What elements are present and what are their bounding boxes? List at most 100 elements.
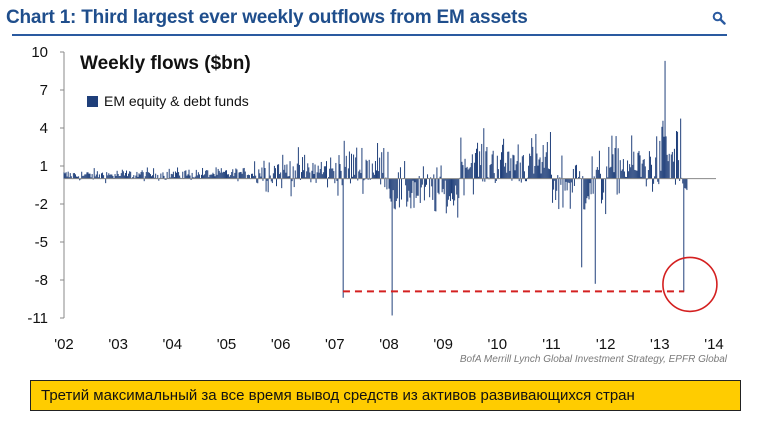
flow-bar (411, 178, 413, 193)
x-tick-label: '09 (433, 336, 453, 353)
flow-bar (212, 172, 214, 179)
flow-bar (489, 165, 491, 179)
flow-bar (103, 175, 105, 179)
flow-bar (415, 178, 417, 198)
flow-bar (313, 174, 315, 179)
flow-bar (373, 174, 375, 179)
flow-bar (66, 176, 68, 179)
flow-bar (213, 174, 215, 179)
flow-bar (534, 166, 536, 179)
flow-bar (240, 171, 242, 179)
flow-bar (157, 174, 159, 179)
legend-label: EM equity & debt funds (104, 93, 249, 109)
flow-bar (569, 178, 571, 209)
flow-bar (70, 176, 72, 179)
flow-bar (406, 178, 408, 207)
flow-bar (485, 151, 487, 179)
flow-bar (436, 167, 438, 179)
flow-bar (214, 176, 216, 179)
flow-bar (493, 173, 495, 179)
flow-bar (314, 164, 316, 179)
flow-bar (549, 132, 551, 179)
flow-bar (322, 172, 324, 179)
flow-bar (115, 176, 117, 179)
flow-bar (453, 178, 455, 206)
flow-bar (603, 178, 605, 193)
flow-bar (457, 178, 459, 218)
flow-bar (288, 176, 290, 179)
flow-bar (272, 173, 274, 179)
flow-bar (312, 162, 314, 179)
y-tick-label: 7 (40, 82, 48, 99)
flow-bar (393, 178, 395, 209)
flow-bar (201, 174, 202, 179)
flow-bar (597, 169, 599, 179)
flow-bar (640, 176, 642, 179)
flow-bar (410, 178, 412, 209)
flow-bar (189, 175, 191, 179)
flow-bar (442, 178, 444, 189)
flow-bar (308, 167, 310, 179)
flow-bar (77, 176, 79, 179)
flow-bar (482, 178, 484, 182)
flow-bar (90, 177, 92, 179)
flow-bar (535, 133, 537, 179)
flow-bar (584, 178, 586, 210)
flow-bar (435, 178, 437, 212)
flow-bar (133, 175, 135, 179)
flow-bar (287, 176, 289, 179)
flow-bar (152, 175, 154, 179)
magnifier-icon[interactable] (712, 11, 726, 25)
flow-bar (642, 159, 644, 179)
flow-bar (405, 178, 407, 186)
flow-bar (344, 166, 346, 179)
flow-bar (481, 143, 483, 179)
flow-bar (190, 178, 192, 180)
flow-bar (610, 166, 612, 179)
flow-bar (617, 148, 619, 179)
flow-bar (197, 172, 199, 179)
flow-bar (319, 168, 321, 179)
flow-bar (595, 169, 597, 179)
flow-bar (297, 147, 299, 179)
flow-bar (464, 158, 466, 179)
flow-bar (627, 160, 629, 179)
flow-bar (268, 162, 270, 179)
flow-bar (419, 178, 421, 203)
flow-bar (119, 175, 121, 179)
flow-bar (274, 168, 276, 179)
flow-bar (132, 177, 134, 179)
flow-bar (338, 155, 340, 179)
flow-bar (173, 177, 175, 179)
flow-bar (509, 170, 511, 179)
flow-bar (334, 178, 336, 184)
flow-bar (429, 178, 431, 198)
flow-bar (296, 163, 298, 179)
flow-bar (204, 174, 206, 179)
flow-bar (585, 178, 587, 204)
flow-bar (615, 136, 617, 179)
flow-bar (128, 173, 130, 179)
flow-bar (560, 178, 562, 185)
flow-bar (567, 178, 569, 183)
flow-bar (454, 178, 456, 201)
flow-bar (242, 168, 244, 179)
flow-bar (641, 163, 643, 179)
flow-bar (522, 155, 524, 179)
flow-bar (196, 175, 198, 179)
flow-bar (98, 174, 100, 179)
flow-bar (579, 171, 581, 179)
flow-bar (574, 165, 576, 179)
flow-bar (461, 161, 463, 179)
flow-bar (422, 166, 424, 179)
flow-bar (377, 143, 379, 179)
flow-bar (283, 169, 285, 179)
flow-bar (116, 170, 118, 179)
flow-bar (607, 177, 609, 179)
flow-bar (172, 171, 174, 179)
flow-bar (81, 171, 83, 179)
flow-bar (538, 159, 540, 179)
flow-bar (418, 176, 420, 179)
flow-bar (316, 172, 318, 179)
flow-bar (661, 126, 663, 179)
